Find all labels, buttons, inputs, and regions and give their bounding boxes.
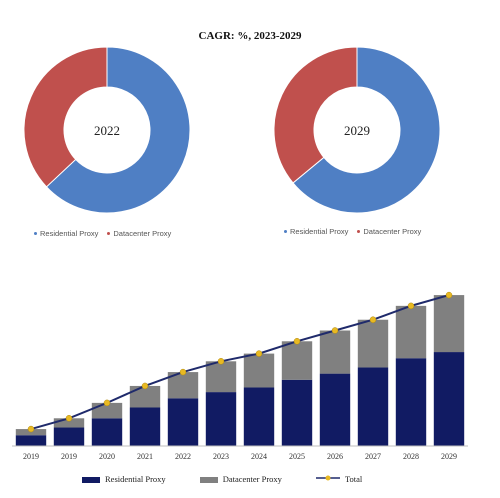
x-tick-label: 2024 — [251, 452, 267, 461]
x-tick-label: 2025 — [289, 452, 305, 461]
donut-slice-datacenter — [23, 46, 108, 188]
legend-swatch-icon — [199, 477, 218, 484]
bar-datacenter — [53, 418, 85, 428]
total-marker — [65, 415, 73, 422]
donut-slice-datacenter — [273, 46, 358, 184]
x-tick-label: 2029 — [441, 452, 457, 461]
line-marker-icon — [315, 475, 340, 481]
donut-slice-residential — [292, 46, 441, 214]
bar-datacenter — [281, 341, 313, 380]
legend-swatch-icon — [82, 477, 100, 484]
bar-residential — [281, 379, 313, 446]
total-marker — [255, 350, 263, 357]
legend-label: Datacenter Proxy — [113, 229, 172, 238]
legend-label: Residential Proxy — [290, 227, 349, 236]
x-tick-label: 2021 — [137, 452, 153, 461]
legend-item-residential: Residential Proxy — [34, 229, 98, 238]
legend-label: Total — [344, 474, 363, 484]
bar-residential — [129, 407, 161, 446]
bar-datacenter — [395, 305, 427, 359]
x-tick-label: 2026 — [327, 452, 343, 461]
bar-datacenter — [357, 319, 389, 368]
total-marker — [27, 425, 35, 433]
bar-chart-legend: Residential Proxy Datacenter Proxy Total — [82, 474, 362, 484]
legend-item-datacenter: Datacenter Proxy — [107, 229, 171, 238]
stacked-bar-chart: 2019 2019 2020 2021 2022 2023 2024 2025 2026 2027… — [12, 291, 468, 461]
donut-center-label: 2022 — [94, 123, 120, 138]
legend-label: Datacenter Proxy — [222, 474, 282, 484]
legend-item-datacenter: Datacenter Proxy — [357, 227, 421, 236]
bar-datacenter — [243, 353, 275, 388]
legend-item-datacenter: Datacenter Proxy — [199, 474, 282, 484]
bar-residential — [243, 387, 275, 446]
total-line — [30, 294, 450, 431]
total-marker — [445, 291, 453, 299]
total-marker — [293, 338, 301, 345]
donut-slice-residential — [45, 46, 191, 214]
bar-residential — [433, 352, 465, 446]
donut-legend-2022: Residential Proxy Datacenter Proxy — [34, 229, 171, 238]
legend-dot-icon — [34, 232, 37, 235]
donut-center-label: 2029 — [344, 123, 370, 138]
bar-datacenter — [319, 330, 351, 374]
x-tick-label: 2022 — [175, 452, 191, 461]
legend-label: Residential Proxy — [40, 229, 99, 238]
legend-dot-icon — [107, 232, 111, 235]
total-marker — [331, 327, 339, 334]
total-marker — [103, 399, 111, 407]
legend-item-residential: Residential Proxy — [82, 474, 166, 484]
donut-chart-2029: 2029 — [273, 46, 441, 214]
bar-residential — [53, 427, 85, 446]
x-tick-label: 2023 — [213, 452, 229, 461]
bar-residential — [167, 398, 199, 446]
legend-label: Residential Proxy — [105, 474, 166, 484]
x-tick-label: 2019 — [61, 452, 77, 461]
page-title: CAGR: %, 2023-2029 — [198, 30, 302, 42]
bar-residential — [205, 392, 237, 446]
bar-residential — [15, 435, 47, 446]
donut-legend-2029: Residential Proxy Datacenter Proxy — [284, 227, 421, 236]
bar-residential — [319, 373, 351, 446]
legend-dot-icon — [357, 230, 361, 233]
bar-datacenter — [129, 385, 161, 408]
donut-chart-2022: 2022 — [23, 46, 191, 214]
x-tick-label: 2027 — [365, 452, 381, 461]
x-tick-label: 2028 — [403, 452, 419, 461]
x-tick-label: 2019 — [23, 452, 39, 461]
total-marker — [407, 302, 415, 310]
bar-residential — [91, 418, 123, 446]
total-marker — [369, 316, 377, 323]
total-marker — [141, 382, 149, 390]
legend-item-total: Total — [315, 474, 363, 484]
legend-dot-icon — [284, 230, 287, 233]
bar-residential — [357, 367, 389, 446]
x-tick-label: 2020 — [99, 452, 115, 461]
legend-item-residential: Residential Proxy — [284, 227, 348, 236]
bar-datacenter — [205, 361, 237, 393]
legend-label: Datacenter Proxy — [363, 227, 422, 236]
bar-datacenter — [433, 295, 465, 353]
bar-residential — [395, 358, 427, 446]
total-marker — [217, 358, 225, 365]
total-marker — [179, 368, 187, 376]
